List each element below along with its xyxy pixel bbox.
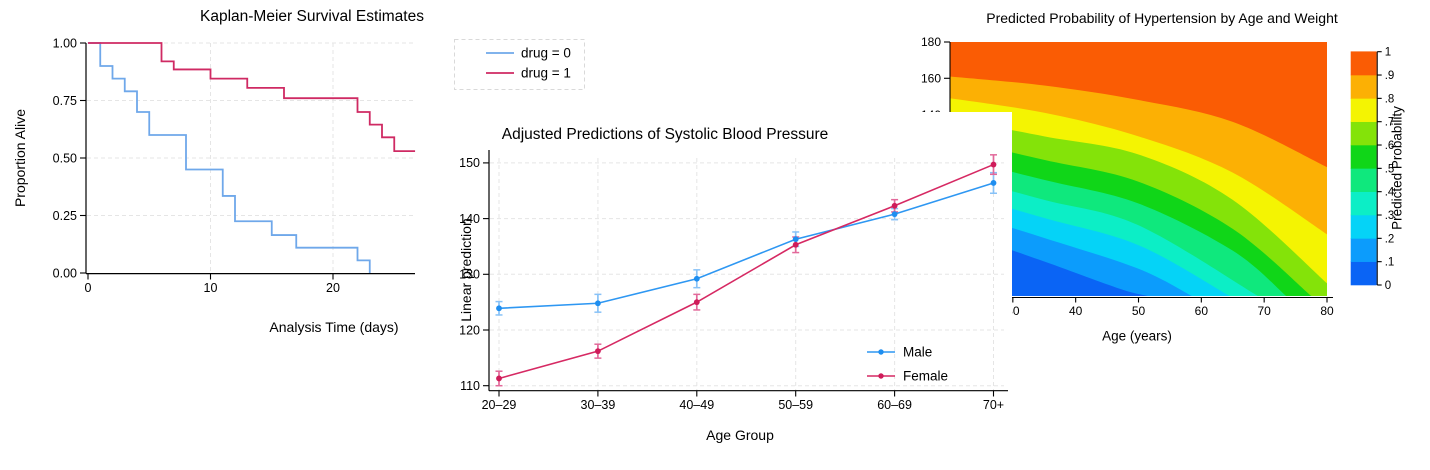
svg-text:20–29: 20–29 [482, 398, 517, 412]
svg-text:140: 140 [459, 212, 480, 226]
svg-text:120: 120 [459, 323, 480, 337]
svg-text:.6: .6 [1385, 140, 1395, 152]
svg-text:40: 40 [1069, 304, 1083, 318]
svg-text:.2: .2 [1385, 233, 1395, 245]
km-y-axis-title: Proportion Alive [12, 108, 28, 208]
svg-text:70+: 70+ [983, 398, 1004, 412]
bp-legend-label-female: Female [903, 368, 949, 384]
svg-text:70: 70 [1257, 304, 1271, 318]
svg-text:1: 1 [1385, 47, 1391, 59]
svg-text:0: 0 [85, 281, 92, 295]
bp-legend-label-male: Male [903, 344, 933, 360]
svg-text:1.00: 1.00 [53, 36, 77, 50]
svg-text:160: 160 [921, 71, 941, 85]
bp-chart: 110 120 130 140 150 20–29 30–39 40–49 50–59 60–69… [459, 150, 1008, 412]
svg-text:.5: .5 [1385, 163, 1395, 175]
svg-text:60: 60 [1195, 304, 1209, 318]
svg-text:50–59: 50–59 [778, 398, 813, 412]
svg-text:0.50: 0.50 [53, 151, 77, 165]
svg-text:50: 50 [1132, 304, 1146, 318]
bp-predictions-panel: 110 120 130 140 150 20–29 30–39 40–49 50–59 60–69… [456, 112, 1012, 470]
km-legend-label-drug0: drug = 0 [521, 45, 571, 61]
contour-title: Predicted Probability of Hypertension by… [986, 10, 1338, 26]
bp-x-axis-title: Age Group [706, 427, 774, 443]
svg-text:0: 0 [1385, 280, 1391, 292]
bp-title: Adjusted Predictions of Systolic Blood P… [501, 126, 829, 143]
svg-text:20: 20 [326, 281, 340, 295]
svg-text:30–39: 30–39 [581, 398, 616, 412]
svg-text:.3: .3 [1385, 210, 1395, 222]
contour-chart: 140160180203040506070800.1.2.3.4.5.6.7.8… [921, 35, 1395, 318]
svg-text:40–49: 40–49 [679, 398, 714, 412]
svg-text:.7: .7 [1385, 117, 1395, 129]
svg-text:.8: .8 [1385, 93, 1395, 105]
contour-x-axis-title: Age (years) [1102, 328, 1172, 344]
svg-text:.4: .4 [1385, 187, 1395, 199]
svg-text:130: 130 [459, 268, 480, 282]
svg-text:180: 180 [921, 35, 941, 49]
km-title: Kaplan-Meier Survival Estimates [200, 8, 424, 25]
km-survival-chart: 0.00 0.25 0.50 0.75 1.00 0 10 20 [53, 36, 585, 295]
km-x-axis-title: Analysis Time (days) [269, 319, 399, 335]
svg-text:60–69: 60–69 [877, 398, 912, 412]
svg-text:150: 150 [459, 156, 480, 170]
svg-text:.9: .9 [1385, 70, 1395, 82]
svg-text:0.75: 0.75 [53, 94, 77, 108]
svg-text:80: 80 [1320, 304, 1334, 318]
svg-text:0.00: 0.00 [53, 266, 77, 280]
svg-text:10: 10 [204, 281, 218, 295]
svg-text:.1: .1 [1385, 257, 1395, 269]
svg-text:0.25: 0.25 [53, 209, 77, 223]
km-legend-label-drug1: drug = 1 [521, 65, 571, 81]
svg-text:110: 110 [460, 379, 480, 393]
